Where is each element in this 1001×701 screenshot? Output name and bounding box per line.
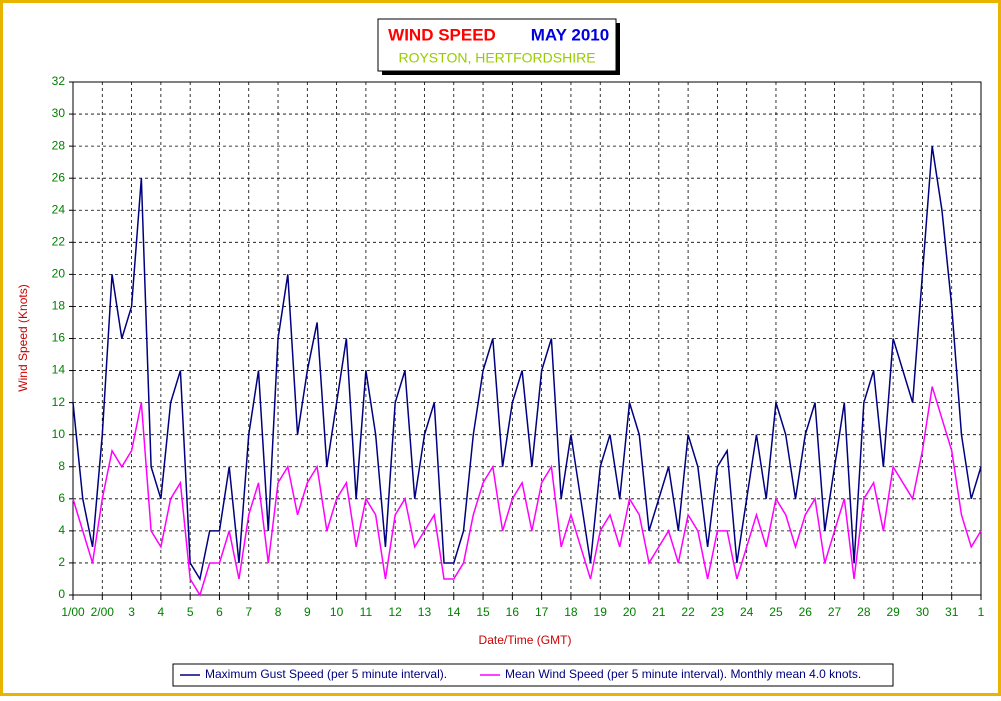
- x-tick-label: 25: [769, 605, 783, 619]
- title-box: [377, 18, 617, 72]
- y-tick-label: 2: [58, 555, 65, 569]
- y-tick-label: 18: [52, 299, 66, 313]
- plot-border: [72, 81, 982, 596]
- x-tick-label: 4: [158, 605, 165, 619]
- x-tick-label: 29: [886, 605, 900, 619]
- x-tick-label: 1/00: [61, 605, 85, 619]
- x-tick-label: 31: [945, 605, 959, 619]
- legend-label: Maximum Gust Speed (per 5 minute interva…: [205, 667, 447, 681]
- x-tick-label: 3: [128, 605, 135, 619]
- x-tick-label: 1: [978, 605, 985, 619]
- chart-title: WIND SPEED: [388, 25, 496, 44]
- x-tick-label: 10: [330, 605, 344, 619]
- x-tick-label: 13: [418, 605, 432, 619]
- x-tick-label: 21: [652, 605, 666, 619]
- y-tick-label: 20: [52, 267, 66, 281]
- x-tick-label: 26: [799, 605, 813, 619]
- legend-box: [172, 663, 894, 687]
- x-tick-label: 8: [275, 605, 282, 619]
- y-tick-label: 28: [52, 138, 66, 152]
- y-tick-label: 6: [58, 491, 65, 505]
- chart-subtitle: ROYSTON, HERTFORDSHIRE: [398, 50, 595, 66]
- x-tick-label: 20: [623, 605, 637, 619]
- y-tick-label: 30: [52, 106, 66, 120]
- x-tick-label: 14: [447, 605, 461, 619]
- y-tick-label: 22: [52, 234, 66, 248]
- y-axis-label: Wind Speed (Knots): [16, 284, 30, 391]
- x-tick-label: 19: [594, 605, 608, 619]
- y-tick-label: 16: [52, 331, 66, 345]
- y-tick-label: 4: [58, 523, 65, 537]
- x-tick-label: 7: [245, 605, 252, 619]
- x-tick-label: 22: [681, 605, 695, 619]
- data-line: [72, 146, 982, 581]
- x-tick-label: 23: [711, 605, 725, 619]
- y-tick-label: 12: [52, 395, 66, 409]
- x-tick-label: 15: [476, 605, 490, 619]
- x-tick-label: 28: [857, 605, 871, 619]
- x-tick-label: 5: [187, 605, 194, 619]
- x-tick-label: 30: [916, 605, 930, 619]
- x-axis-label: Date/Time (GMT): [479, 633, 572, 647]
- x-tick-label: 11: [360, 605, 373, 619]
- x-tick-label: 18: [564, 605, 578, 619]
- y-tick-label: 0: [58, 587, 65, 601]
- y-tick-label: 14: [52, 363, 66, 377]
- x-tick-label: 6: [216, 605, 223, 619]
- x-tick-label: 17: [535, 605, 549, 619]
- legend-label: Mean Wind Speed (per 5 minute interval).…: [505, 667, 861, 681]
- x-tick-label: 27: [828, 605, 842, 619]
- y-tick-label: 8: [58, 459, 65, 473]
- y-tick-label: 32: [52, 74, 66, 88]
- data-line: [72, 386, 982, 597]
- x-tick-label: 24: [740, 605, 754, 619]
- x-tick-label: 12: [389, 605, 403, 619]
- y-tick-label: 10: [52, 427, 66, 441]
- x-tick-label: 16: [506, 605, 520, 619]
- x-tick-label: 9: [304, 605, 311, 619]
- y-tick-label: 26: [52, 170, 66, 184]
- x-tick-label: 2/00: [91, 605, 115, 619]
- chart-period: MAY 2010: [531, 25, 609, 44]
- y-tick-label: 24: [52, 202, 66, 216]
